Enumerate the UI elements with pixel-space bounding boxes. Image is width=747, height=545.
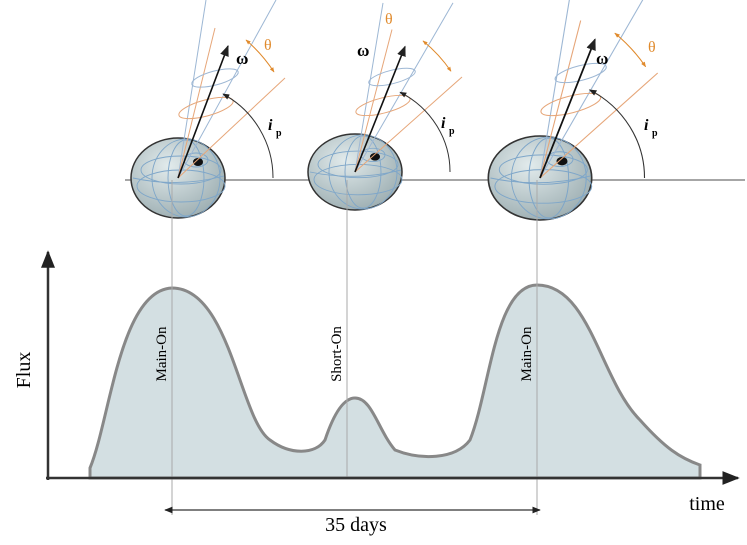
inclination-label: i <box>644 117 649 134</box>
inclination-subscript: p <box>449 126 455 137</box>
phase-lines <box>171 180 538 515</box>
panel: ω θ i p <box>488 0 658 220</box>
omega-label: ω <box>596 49 608 68</box>
panel: ω θ i p <box>131 0 285 218</box>
theta-label: θ <box>648 39 656 56</box>
omega-label: ω <box>236 49 248 68</box>
phase-label: Main-On <box>154 326 170 381</box>
y-axis-label: Flux <box>13 352 35 389</box>
phase-label: Main-On <box>519 326 535 381</box>
inclination-label: i <box>441 115 446 132</box>
theta-label: θ <box>385 11 393 28</box>
inclination-label: i <box>268 117 273 134</box>
star-geometry <box>308 3 462 210</box>
star-geometry <box>131 0 285 218</box>
star-geometry <box>488 0 657 220</box>
flux-curve <box>88 283 702 480</box>
panel: ω θ i p <box>308 3 462 210</box>
phase-label: Short-On <box>329 326 345 382</box>
inclination-subscript: p <box>652 128 658 139</box>
x-axis-label: time <box>689 493 725 515</box>
period-label: 35 days <box>325 514 387 536</box>
omega-label: ω <box>357 41 369 60</box>
theta-label: θ <box>264 37 272 54</box>
inclination-subscript: p <box>276 128 282 139</box>
